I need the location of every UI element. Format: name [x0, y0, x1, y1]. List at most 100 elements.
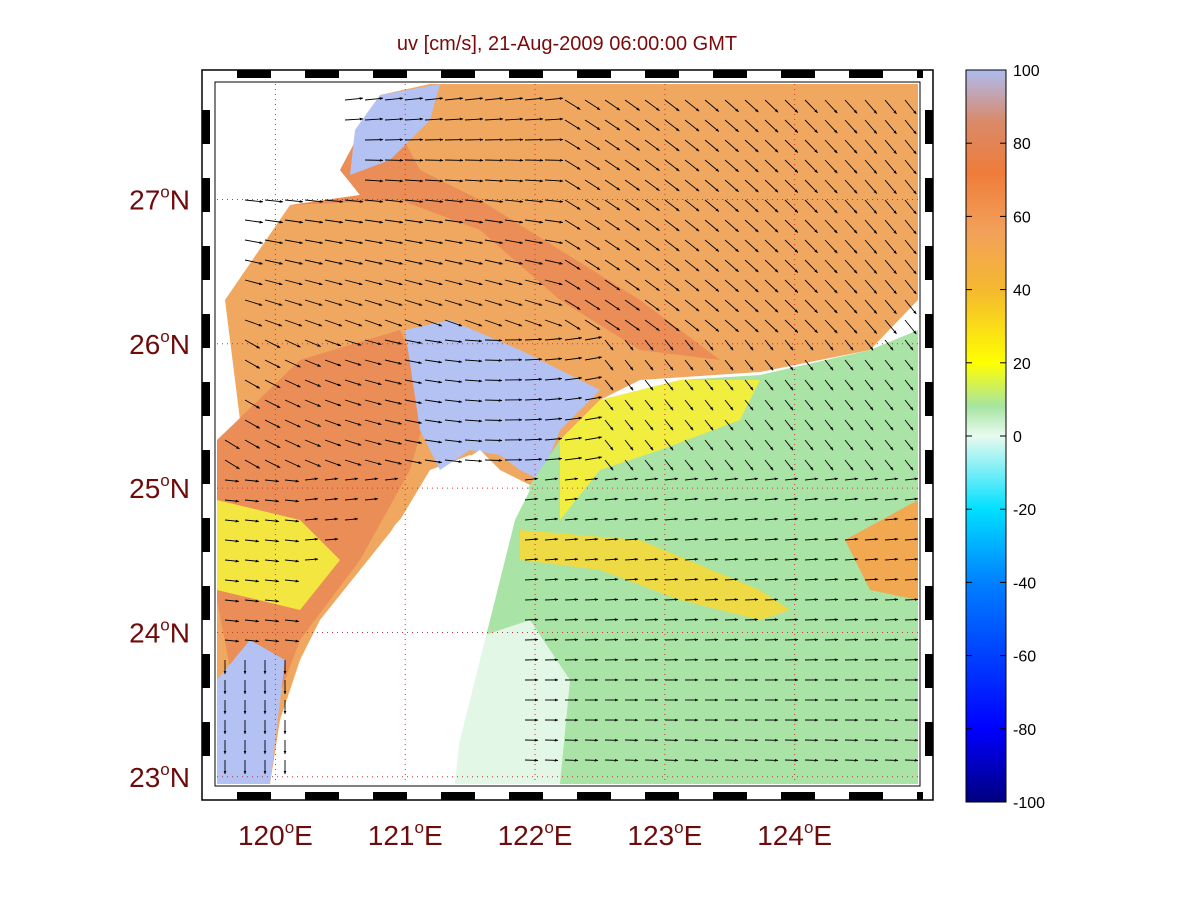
- velocity-arrow: [524, 457, 543, 461]
- velocity-arrow: [744, 598, 759, 601]
- velocity-arrow: [564, 517, 579, 521]
- velocity-arrow: [644, 618, 659, 622]
- velocity-arrow: [664, 459, 674, 471]
- velocity-arrow: [444, 379, 463, 383]
- velocity-arrow: [304, 459, 322, 467]
- velocity-arrow: [224, 619, 240, 623]
- velocity-arrow: [264, 639, 280, 643]
- velocity-arrow: [284, 319, 303, 327]
- velocity-arrow: [724, 299, 739, 313]
- velocity-arrow: [704, 379, 714, 391]
- velocity-arrow: [784, 339, 794, 351]
- velocity-arrow: [684, 618, 699, 622]
- velocity-arrow: [504, 259, 523, 265]
- velocity-arrow: [824, 299, 838, 314]
- velocity-arrow: [364, 239, 384, 245]
- velocity-arrow: [784, 379, 794, 391]
- velocity-arrow: [704, 618, 719, 622]
- velocity-arrow: [564, 279, 581, 290]
- velocity-arrow: [624, 517, 639, 521]
- velocity-arrow: [764, 179, 779, 193]
- velocity-arrow: [804, 399, 814, 411]
- velocity-arrow: [324, 517, 339, 521]
- velocity-arrow: [824, 557, 839, 561]
- velocity-arrow: [264, 479, 280, 483]
- colorbar-label: -100: [1013, 795, 1045, 812]
- velocity-arrow: [764, 359, 774, 371]
- velocity-arrow: [604, 517, 619, 521]
- velocity-arrow: [884, 439, 894, 451]
- velocity-arrow: [604, 239, 621, 251]
- velocity-arrow: [764, 419, 774, 431]
- frame-segment: [509, 70, 543, 78]
- velocity-arrow: [784, 319, 799, 333]
- velocity-arrow: [844, 99, 858, 114]
- latitude-number: 23: [129, 762, 160, 793]
- velocity-arrow: [544, 337, 563, 341]
- velocity-arrow: [824, 99, 838, 114]
- velocity-arrow: [724, 557, 739, 561]
- velocity-arrow: [364, 117, 384, 121]
- velocity-arrow: [544, 457, 563, 461]
- velocity-arrow: [844, 299, 858, 314]
- velocity-arrow: [264, 239, 284, 245]
- velocity-arrow: [624, 557, 639, 561]
- velocity-arrow: [524, 259, 543, 265]
- velocity-arrow: [664, 239, 680, 252]
- velocity-arrow: [464, 439, 483, 443]
- velocity-arrow: [264, 199, 284, 203]
- velocity-arrow: [364, 379, 382, 386]
- velocity-arrow: [704, 159, 720, 172]
- velocity-arrow: [604, 598, 619, 601]
- velocity-arrow: [244, 439, 261, 449]
- velocity-arrow: [764, 159, 779, 173]
- velocity-arrow: [844, 537, 859, 541]
- velocity-arrow: [344, 517, 359, 521]
- velocity-arrow: [744, 439, 754, 451]
- velocity-arrow: [684, 399, 694, 411]
- frame-segment: [925, 246, 933, 280]
- velocity-arrow: [624, 179, 640, 191]
- velocity-arrow: [844, 339, 854, 351]
- velocity-arrow: [624, 279, 640, 291]
- velocity-arrow: [324, 439, 342, 447]
- velocity-arrow: [364, 399, 382, 406]
- velocity-arrow: [644, 517, 659, 521]
- velocity-arrow: [844, 577, 859, 581]
- velocity-arrow: [464, 279, 483, 286]
- velocity-arrow: [344, 199, 364, 203]
- velocity-arrow: [444, 259, 463, 265]
- velocity-arrow: [904, 119, 917, 135]
- velocity-arrow: [364, 497, 379, 501]
- velocity-arrow: [844, 119, 858, 134]
- latitude-label: 27oN: [129, 182, 190, 215]
- velocity-arrow: [464, 339, 483, 343]
- velocity-arrow: [684, 219, 700, 232]
- velocity-arrow: [304, 219, 324, 224]
- velocity-arrow: [544, 477, 559, 481]
- velocity-arrow: [744, 537, 759, 541]
- velocity-arrow: [904, 179, 917, 195]
- velocity-arrow: [724, 359, 734, 371]
- velocity-arrow: [284, 299, 303, 306]
- velocity-arrow: [704, 477, 719, 481]
- velocity-arrow: [664, 259, 680, 272]
- velocity-arrow: [484, 338, 503, 342]
- velocity-arrow: [544, 319, 563, 327]
- velocity-arrow: [224, 499, 240, 503]
- longitude-hemisphere: E: [424, 820, 443, 851]
- velocity-arrow: [644, 279, 660, 292]
- velocity-arrow: [604, 419, 614, 431]
- velocity-arrow: [464, 459, 483, 463]
- velocity-arrow: [484, 117, 504, 121]
- velocity-arrow: [564, 336, 583, 341]
- velocity-arrow: [304, 279, 323, 286]
- velocity-arrow: [624, 598, 639, 601]
- velocity-arrow: [264, 259, 283, 265]
- colorbar-label: -40: [1013, 575, 1036, 592]
- frame-segment: [713, 70, 747, 78]
- frame-segment: [917, 792, 923, 800]
- velocity-arrow: [604, 477, 619, 481]
- velocity-arrow: [884, 359, 894, 371]
- velocity-arrow: [684, 279, 700, 292]
